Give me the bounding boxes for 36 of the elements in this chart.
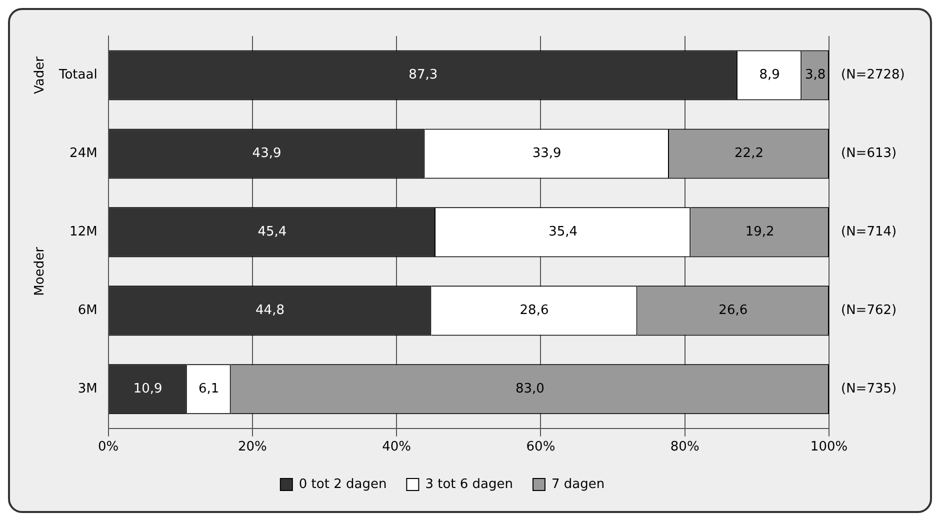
text: (N=735)	[841, 382, 897, 397]
y-tick-label: 3M	[78, 382, 98, 397]
data-label: 22,2	[734, 146, 764, 162]
x-tick-label: 20%	[238, 440, 267, 455]
y-tick-label: 12M	[70, 224, 98, 240]
data-label: 83,0	[515, 382, 544, 397]
text: (N=714)	[841, 224, 897, 240]
data-label: 35,4	[548, 224, 578, 240]
data-label: 33,9	[532, 146, 562, 162]
data-label: 3,8	[804, 68, 826, 83]
text: (N=2728)	[841, 68, 905, 83]
legend-label: 0 tot 2 dagen	[298, 476, 387, 492]
text: Vader	[32, 56, 48, 94]
data-label: 44,8	[256, 303, 284, 318]
data-label: 26,6	[718, 303, 748, 318]
y-tick-label: Totaal	[58, 68, 98, 83]
y-tick-label: 24M	[70, 146, 98, 162]
data-label: 43,9	[252, 146, 282, 162]
x-tick-label: 80%	[670, 440, 700, 455]
x-tick-label: 60%	[526, 440, 556, 455]
text: Moeder	[32, 246, 48, 296]
x-tick-label: 100%	[810, 440, 848, 455]
y-tick-label: 6M	[78, 303, 98, 318]
legend-label: 7 dagen	[551, 476, 605, 492]
data-label: 8,9	[759, 68, 780, 83]
data-label: 19,2	[745, 224, 774, 240]
text: (N=613)	[841, 146, 897, 162]
data-label: 28,6	[520, 303, 549, 318]
data-label: 45,4	[258, 224, 287, 240]
x-tick-label: 0%	[98, 440, 119, 455]
data-label: 87,3	[408, 68, 438, 83]
data-label: 6,1	[198, 382, 220, 397]
text: (N=762)	[841, 303, 897, 318]
legend-label: 3 tot 6 dagen	[425, 476, 513, 492]
x-tick-label: 40%	[382, 440, 412, 455]
data-label: 10,9	[133, 382, 162, 397]
